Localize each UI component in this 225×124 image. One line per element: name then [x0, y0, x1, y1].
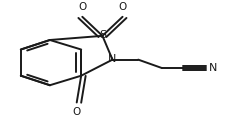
Text: O: O [118, 2, 127, 12]
Text: N: N [108, 54, 117, 64]
Text: O: O [78, 2, 86, 12]
Text: O: O [73, 107, 81, 117]
Text: N: N [209, 63, 217, 73]
Text: S: S [99, 31, 106, 40]
